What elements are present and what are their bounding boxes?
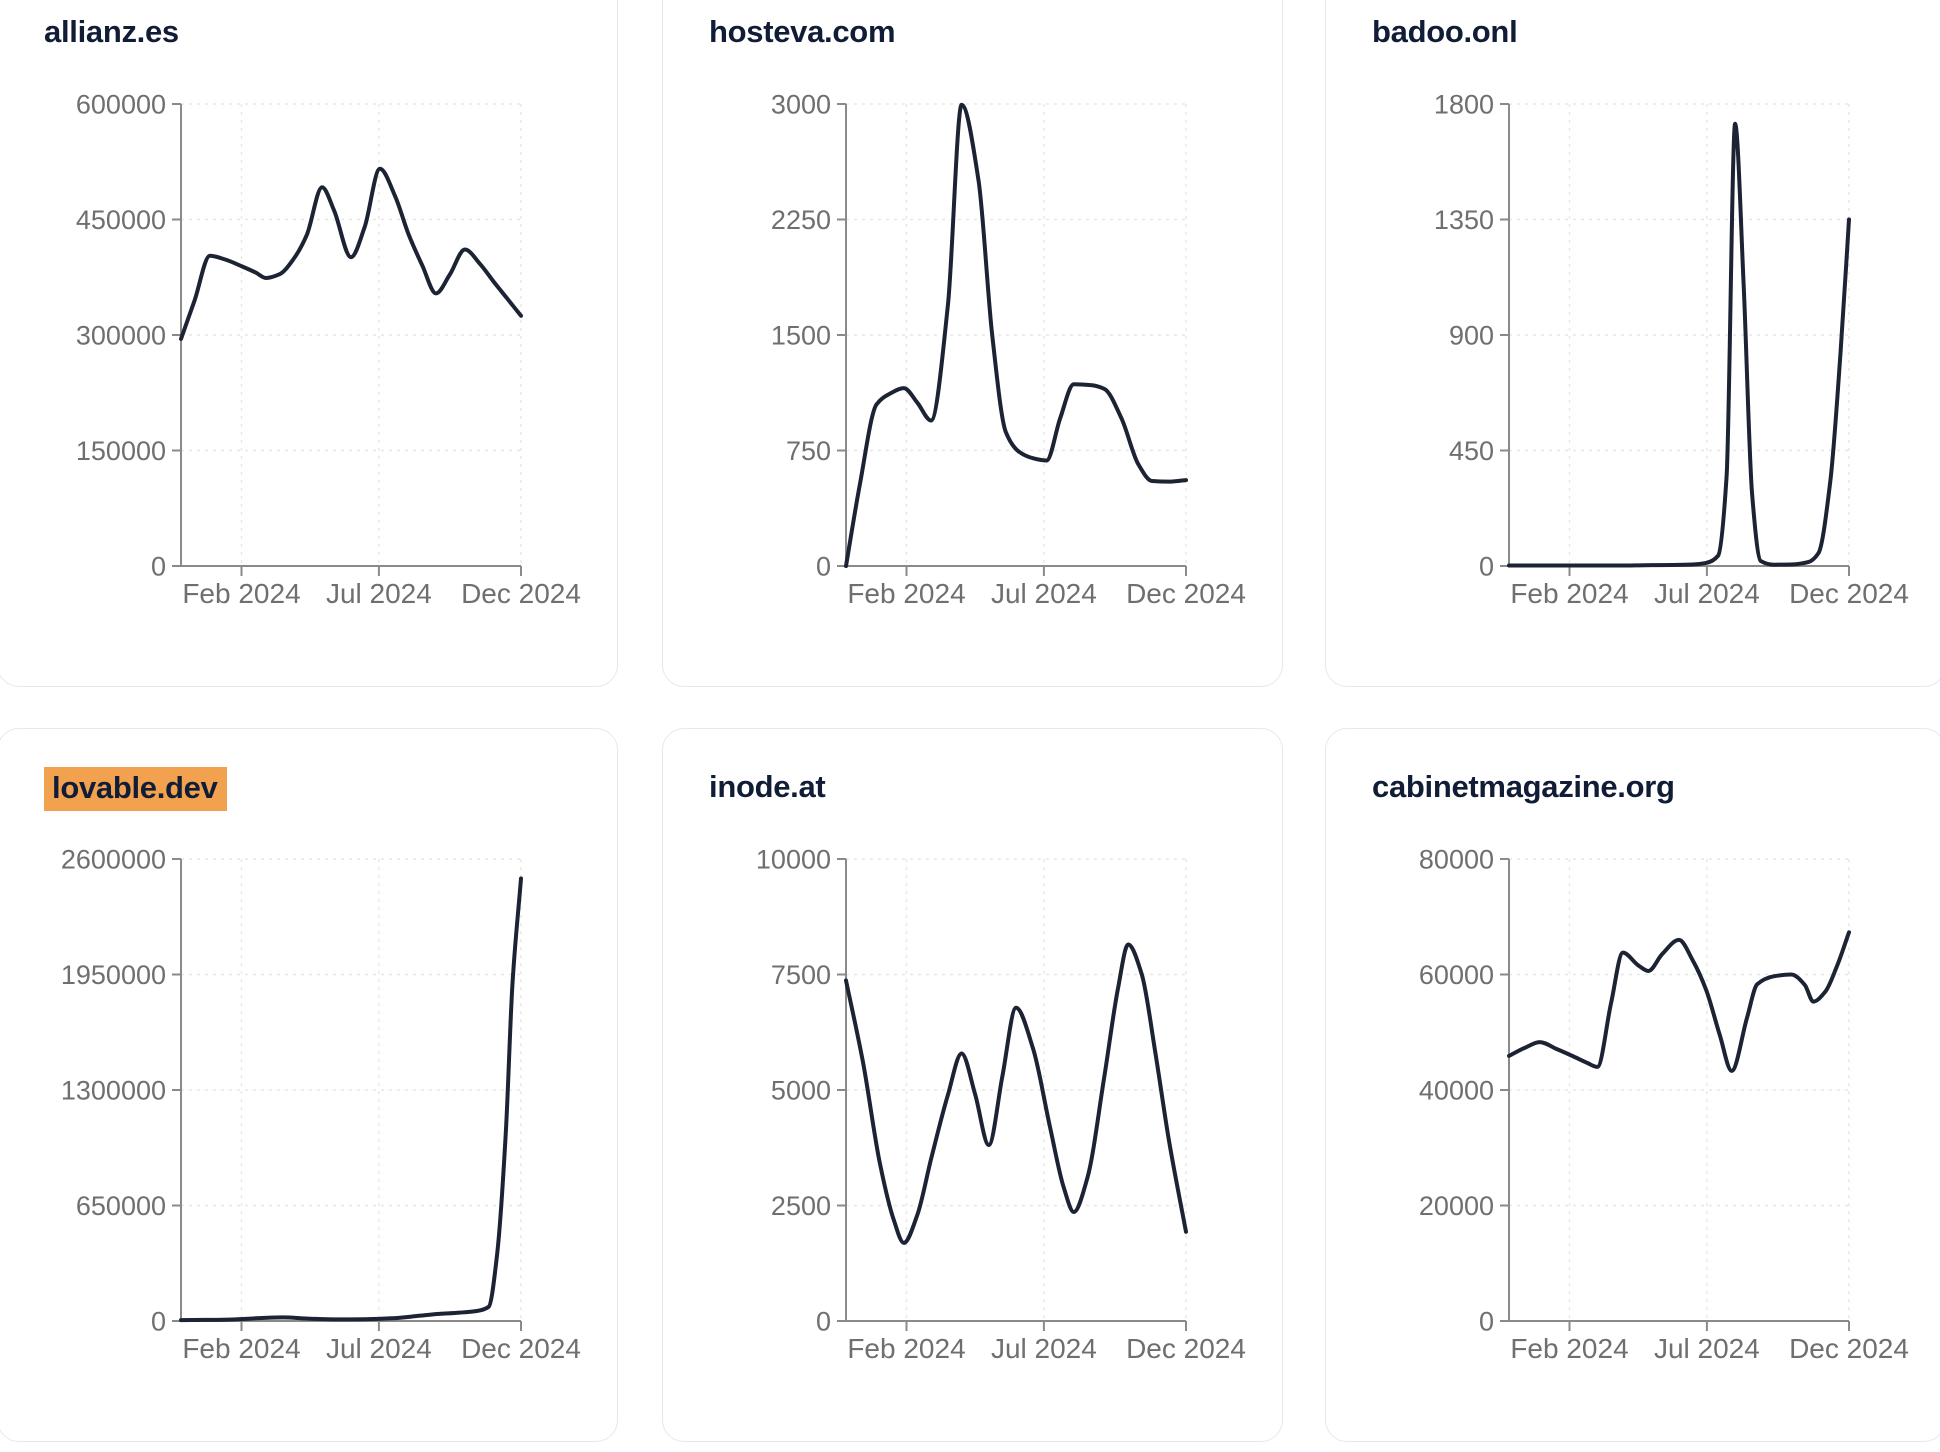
svg-text:1800: 1800 (1434, 90, 1494, 120)
svg-text:80000: 80000 (1419, 845, 1494, 875)
svg-text:900: 900 (1449, 321, 1494, 351)
line-chart-svg: 3000 2250 1500 750 0 Feb 2024 Jul 2024 Dec 2024 (771, 90, 1246, 610)
svg-text:Dec 2024: Dec 2024 (1126, 578, 1246, 609)
svg-text:40000: 40000 (1419, 1076, 1494, 1106)
chart-title-text: allianz.es (44, 14, 179, 49)
svg-text:Feb 2024: Feb 2024 (847, 1333, 965, 1364)
svg-text:0: 0 (151, 1307, 166, 1337)
chart-title-text: inode.at (709, 769, 826, 804)
line-chart-svg: 80000 60000 40000 20000 0 Feb 2024 Jul 2024 Dec… (1419, 845, 1909, 1365)
svg-text:Jul 2024: Jul 2024 (326, 578, 432, 609)
svg-text:Dec 2024: Dec 2024 (1789, 578, 1909, 609)
svg-text:60000: 60000 (1419, 960, 1494, 990)
chart-card[interactable]: inode.at 10000 7500 5000 2500 0 Feb 2024 Jul 2… (662, 728, 1283, 1442)
chart-title: allianz.es (44, 12, 179, 52)
svg-text:3000: 3000 (771, 90, 831, 120)
svg-text:Feb 2024: Feb 2024 (182, 578, 300, 609)
chart-title-text: hosteva.com (709, 14, 896, 49)
svg-text:2500: 2500 (771, 1191, 831, 1221)
chart-card[interactable]: lovable.dev 2600000 1950000 1300000 650000 0… (0, 728, 618, 1442)
chart-title: hosteva.com (709, 12, 896, 52)
svg-text:Feb 2024: Feb 2024 (182, 1333, 300, 1364)
svg-text:0: 0 (816, 1307, 831, 1337)
svg-text:0: 0 (1479, 552, 1494, 582)
svg-text:Dec 2024: Dec 2024 (1789, 1333, 1909, 1364)
line-chart-svg: 1800 1350 900 450 0 Feb 2024 Jul 2024 Dec 2024 (1434, 90, 1909, 610)
svg-text:1350: 1350 (1434, 205, 1494, 235)
svg-text:Dec 2024: Dec 2024 (461, 578, 581, 609)
line-chart-svg: 600000 450000 300000 150000 0 Feb 2024 Jul 202… (76, 90, 581, 610)
svg-text:Feb 2024: Feb 2024 (1510, 1333, 1628, 1364)
svg-text:650000: 650000 (76, 1191, 166, 1221)
svg-text:0: 0 (1479, 1307, 1494, 1337)
chart-card[interactable]: badoo.onl 1800 1350 900 450 0 Feb 2024 Jul 202… (1325, 0, 1940, 687)
chart-title-text: badoo.onl (1372, 14, 1518, 49)
svg-text:1950000: 1950000 (61, 960, 166, 990)
svg-text:2600000: 2600000 (61, 845, 166, 875)
chart-title: badoo.onl (1372, 12, 1518, 52)
chart-title-text: lovable.dev (44, 767, 227, 811)
svg-text:2250: 2250 (771, 205, 831, 235)
chart-card[interactable]: allianz.es 600000 450000 300000 150000 0 Feb … (0, 0, 618, 687)
svg-text:450000: 450000 (76, 205, 166, 235)
svg-text:Feb 2024: Feb 2024 (1510, 578, 1628, 609)
svg-text:Jul 2024: Jul 2024 (1654, 578, 1760, 609)
chart-card[interactable]: hosteva.com 3000 2250 1500 750 0 Feb 2024 Jul … (662, 0, 1283, 687)
chart-title: inode.at (709, 767, 826, 807)
svg-text:0: 0 (151, 552, 166, 582)
svg-text:750: 750 (786, 436, 831, 466)
svg-text:450: 450 (1449, 436, 1494, 466)
svg-text:5000: 5000 (771, 1076, 831, 1106)
svg-text:Dec 2024: Dec 2024 (461, 1333, 581, 1364)
chart-card[interactable]: cabinetmagazine.org 80000 60000 40000 20000… (1325, 728, 1940, 1442)
line-chart-svg: 10000 7500 5000 2500 0 Feb 2024 Jul 2024 Dec 20… (756, 845, 1246, 1365)
svg-text:20000: 20000 (1419, 1191, 1494, 1221)
chart-title: cabinetmagazine.org (1372, 767, 1675, 807)
svg-text:10000: 10000 (756, 845, 831, 875)
svg-text:150000: 150000 (76, 436, 166, 466)
svg-text:Jul 2024: Jul 2024 (991, 1333, 1097, 1364)
svg-text:Jul 2024: Jul 2024 (326, 1333, 432, 1364)
svg-text:300000: 300000 (76, 321, 166, 351)
svg-text:Jul 2024: Jul 2024 (1654, 1333, 1760, 1364)
line-chart-svg: 2600000 1950000 1300000 650000 0 Feb 2024 Jul … (61, 845, 581, 1365)
svg-text:Jul 2024: Jul 2024 (991, 578, 1097, 609)
svg-text:1500: 1500 (771, 321, 831, 351)
svg-text:7500: 7500 (771, 960, 831, 990)
svg-text:1300000: 1300000 (61, 1076, 166, 1106)
svg-text:600000: 600000 (76, 90, 166, 120)
svg-text:Feb 2024: Feb 2024 (847, 578, 965, 609)
chart-title-text: cabinetmagazine.org (1372, 769, 1675, 804)
svg-text:Dec 2024: Dec 2024 (1126, 1333, 1246, 1364)
chart-title: lovable.dev (44, 767, 227, 811)
svg-text:0: 0 (816, 552, 831, 582)
